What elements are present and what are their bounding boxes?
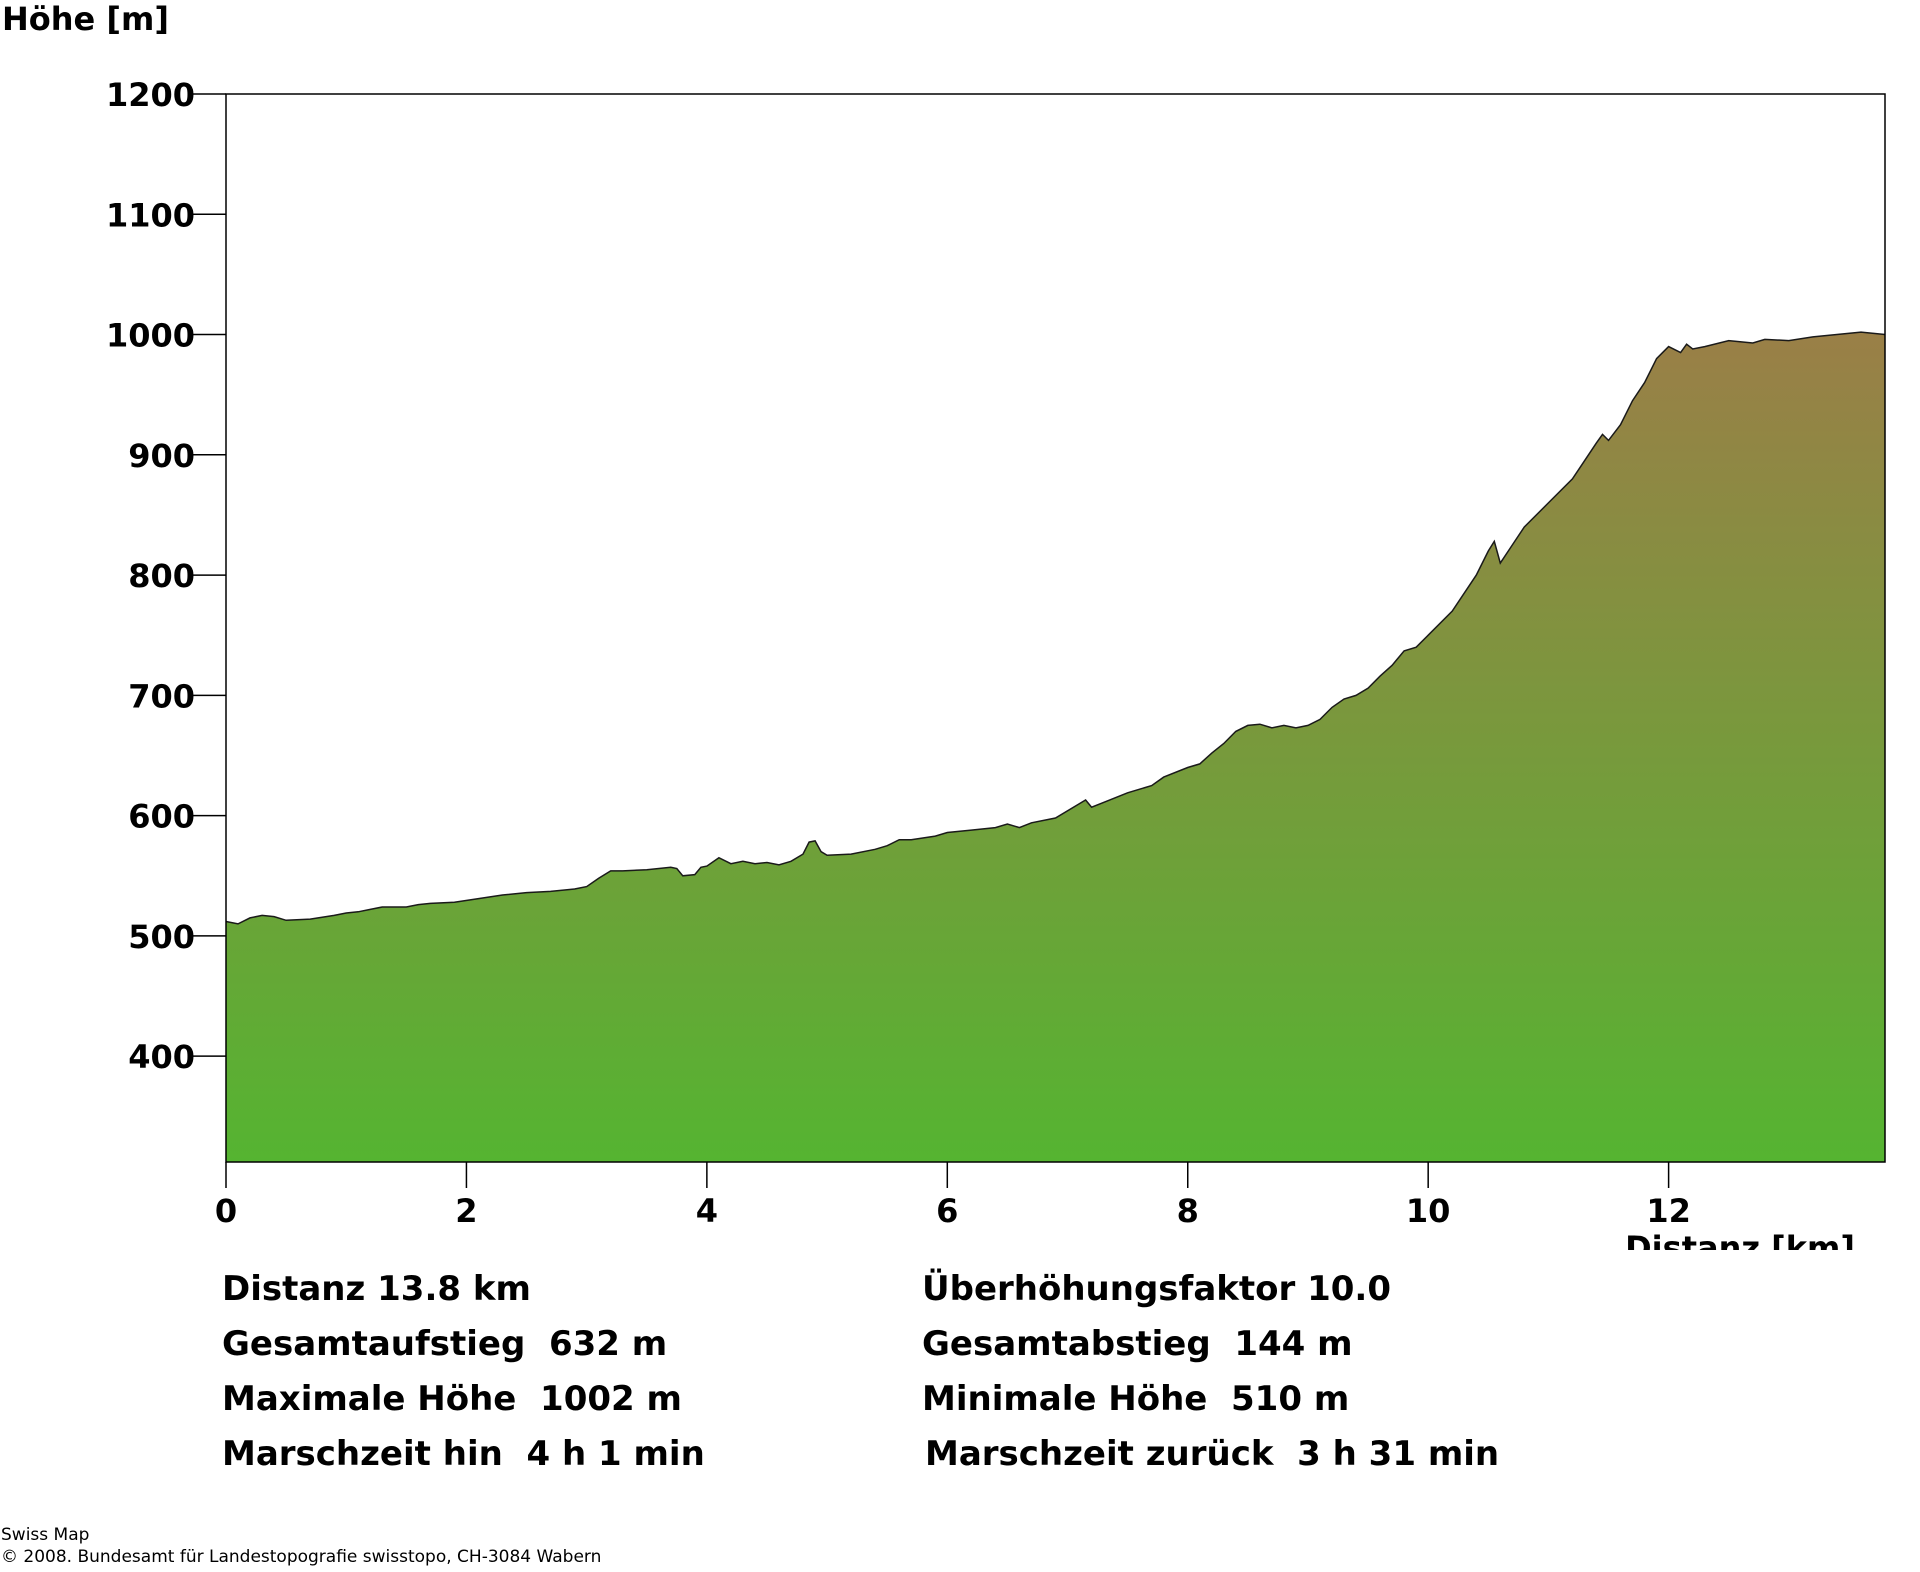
elevation-line bbox=[225, 331, 1886, 925]
y-tick-label: 1000 bbox=[106, 317, 195, 355]
y-tick-label: 1100 bbox=[106, 196, 195, 234]
credit-title: Swiss Map bbox=[1, 1525, 90, 1545]
y-tick-label: 600 bbox=[128, 798, 195, 836]
stat-minimale-hoehe: Minimale Höhe 510 m bbox=[922, 1379, 1350, 1419]
stat-gesamtaufstieg: Gesamtaufstieg 632 m bbox=[222, 1324, 668, 1364]
elevation-area bbox=[226, 332, 1885, 1163]
y-tick-label: 1200 bbox=[106, 76, 195, 114]
plot-frame bbox=[225, 93, 1886, 1163]
stat-gesamtabstieg: Gesamtabstieg 144 m bbox=[922, 1324, 1353, 1364]
credit-copyright: © 2008. Bundesamt für Landestopografie s… bbox=[1, 1547, 602, 1567]
x-tick-label: 12 bbox=[1646, 1192, 1691, 1230]
stat-maximale-hoehe: Maximale Höhe 1002 m bbox=[222, 1379, 682, 1419]
x-tick-label: 6 bbox=[936, 1192, 958, 1230]
stat-distanz: Distanz 13.8 km bbox=[222, 1269, 531, 1309]
x-tick-label: 10 bbox=[1406, 1192, 1451, 1230]
x-tick-label: 2 bbox=[455, 1192, 477, 1230]
x-tick-label: 0 bbox=[215, 1192, 237, 1230]
y-tick-label: 400 bbox=[128, 1038, 195, 1076]
y-tick-label: 900 bbox=[128, 437, 195, 475]
y-tick-label: 800 bbox=[128, 557, 195, 595]
stat-ueberhoehungsfaktor: Überhöhungsfaktor 10.0 bbox=[922, 1269, 1391, 1309]
y-tick-label: 500 bbox=[128, 918, 195, 956]
x-tick-label: 8 bbox=[1177, 1192, 1199, 1230]
stat-marschzeit-hin: Marschzeit hin 4 h 1 min bbox=[222, 1434, 705, 1474]
x-tick-label: 4 bbox=[696, 1192, 718, 1230]
y-axis-title: Höhe [m] bbox=[2, 0, 169, 38]
x-axis-title: Distanz [km] bbox=[1625, 1229, 1855, 1250]
stat-marschzeit-zurueck: Marschzeit zurück 3 h 31 min bbox=[925, 1434, 1500, 1474]
y-tick-label: 700 bbox=[128, 677, 195, 715]
